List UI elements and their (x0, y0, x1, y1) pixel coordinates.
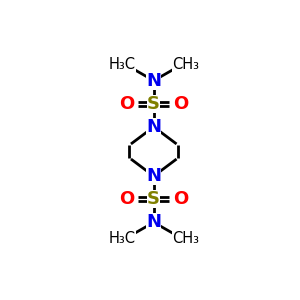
Text: S: S (147, 95, 160, 113)
Text: N: N (146, 213, 161, 231)
Text: N: N (146, 118, 161, 136)
Text: S: S (147, 190, 160, 208)
Text: CH₃: CH₃ (172, 57, 199, 72)
Text: O: O (119, 95, 134, 113)
Text: H₃C: H₃C (109, 231, 136, 246)
Text: O: O (119, 190, 134, 208)
Text: O: O (173, 190, 188, 208)
Text: CH₃: CH₃ (172, 231, 199, 246)
Text: O: O (173, 95, 188, 113)
Text: H₃C: H₃C (109, 57, 136, 72)
Text: N: N (146, 167, 161, 185)
Text: N: N (146, 72, 161, 90)
